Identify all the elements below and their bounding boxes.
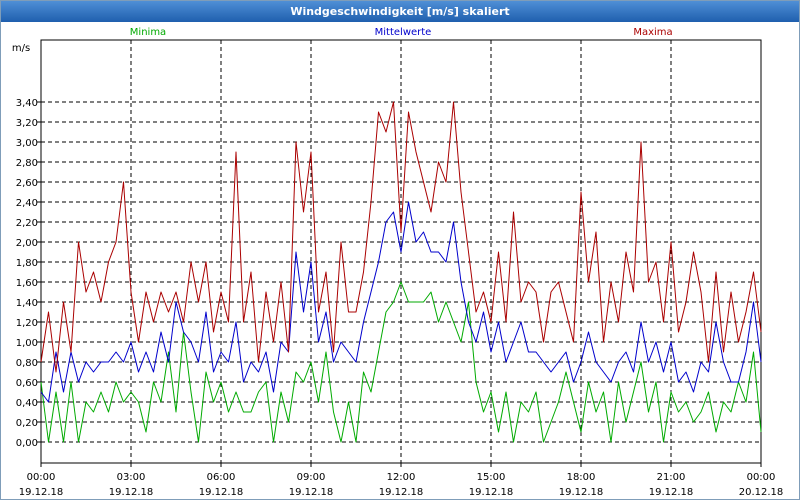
- y-tick-label: 2,60: [16, 178, 38, 189]
- x-tick-time: 21:00: [657, 472, 686, 483]
- y-tick-label: 2,40: [16, 198, 38, 209]
- x-tick-time: 03:00: [117, 472, 146, 483]
- series-layer: [40, 101, 762, 443]
- x-tick-time: 00:00: [27, 472, 56, 483]
- x-tick-date: 19.12.18: [199, 487, 244, 498]
- series-mittelwerte-line: [40, 201, 762, 403]
- legend-mittelwerte: Mittelwerte: [375, 27, 432, 38]
- y-tick-label: 0,80: [16, 358, 38, 369]
- x-tick-date: 19.12.18: [109, 487, 154, 498]
- x-tick-time: 15:00: [477, 472, 506, 483]
- y-tick-label: 2,00: [16, 238, 38, 249]
- x-tick-time: 09:00: [297, 472, 326, 483]
- y-tick-label: 3,20: [16, 118, 38, 129]
- x-tick-date: 19.12.18: [19, 487, 64, 498]
- y-tick-label: 0,00: [16, 438, 38, 449]
- chart-background: [1, 22, 799, 499]
- y-axis-label: m/s: [12, 43, 30, 54]
- wind-speed-chart: m/s 0,00 0,20 0,40 0,60 0,80 1,00 1,20 1,40 1,60…: [1, 22, 799, 499]
- y-axis-ticks: 0,00 0,20 0,40 0,60 0,80 1,00 1,20 1,40 1,60 1,80…: [16, 98, 41, 449]
- y-tick-label: 1,60: [16, 278, 38, 289]
- x-tick-time: 06:00: [207, 472, 236, 483]
- x-tick-date: 19.12.18: [289, 487, 334, 498]
- x-tick-time: 00:00: [747, 472, 776, 483]
- x-tick-date: 19.12.18: [469, 487, 514, 498]
- series-maxima-line: [40, 101, 762, 373]
- x-tick-date: 19.12.18: [379, 487, 424, 498]
- y-tick-label: 1,00: [16, 338, 38, 349]
- x-axis-ticks: 00:00 19.12.18 03:00 19.12.18 06:00 19.12.18 0…: [19, 463, 784, 498]
- x-tick-date: 19.12.18: [649, 487, 694, 498]
- y-tick-label: 1,40: [16, 298, 38, 309]
- y-tick-label: 1,20: [16, 318, 38, 329]
- x-tick-time: 12:00: [387, 472, 416, 483]
- x-tick-time: 18:00: [567, 472, 596, 483]
- legend-maxima: Maxima: [633, 27, 672, 38]
- chart-title: Windgeschwindigkeit [m/s] skaliert: [1, 1, 799, 22]
- y-tick-label: 0,60: [16, 378, 38, 389]
- y-tick-label: 2,20: [16, 218, 38, 229]
- y-tick-label: 0,20: [16, 418, 38, 429]
- x-tick-date: 19.12.18: [559, 487, 604, 498]
- y-tick-label: 0,40: [16, 398, 38, 409]
- y-tick-label: 1,80: [16, 258, 38, 269]
- x-tick-date: 20.12.18: [739, 487, 784, 498]
- series-minima-line: [40, 281, 762, 443]
- y-tick-label: 3,00: [16, 138, 38, 149]
- y-tick-label: 2,80: [16, 158, 38, 169]
- y-tick-label: 3,40: [16, 98, 38, 109]
- legend-minima: Minima: [130, 27, 166, 38]
- grid-layer: [41, 40, 761, 463]
